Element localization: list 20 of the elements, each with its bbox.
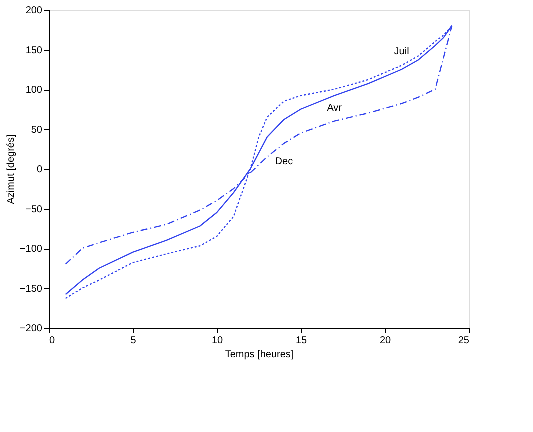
y-tick-label: 0 (36, 164, 43, 176)
x-axis-title: Temps [heures] (225, 350, 294, 360)
y-tick-label: −150 (20, 284, 43, 295)
x-tick-label: 5 (130, 336, 137, 346)
y-tick-label: −50 (26, 204, 43, 216)
y-tick-label: −100 (20, 244, 43, 255)
x-tick-label: 0 (50, 336, 56, 346)
y-tick-label: 150 (26, 45, 43, 56)
x-tick-label: 10 (212, 336, 224, 346)
y-tick-label: −200 (20, 324, 43, 334)
series-label: Juil (394, 46, 410, 58)
x-tick-label: 20 (380, 336, 392, 346)
series-label: Avr (327, 102, 343, 114)
series-label: Dec (275, 156, 294, 168)
x-tick-label: 15 (296, 336, 308, 346)
y-tick-label: 100 (26, 85, 43, 96)
x-tick-label: 25 (458, 336, 470, 346)
y-tick-label: 50 (31, 124, 43, 136)
y-tick-label: 200 (26, 6, 43, 16)
y-axis-title: Azimut [degrés] (6, 134, 17, 204)
